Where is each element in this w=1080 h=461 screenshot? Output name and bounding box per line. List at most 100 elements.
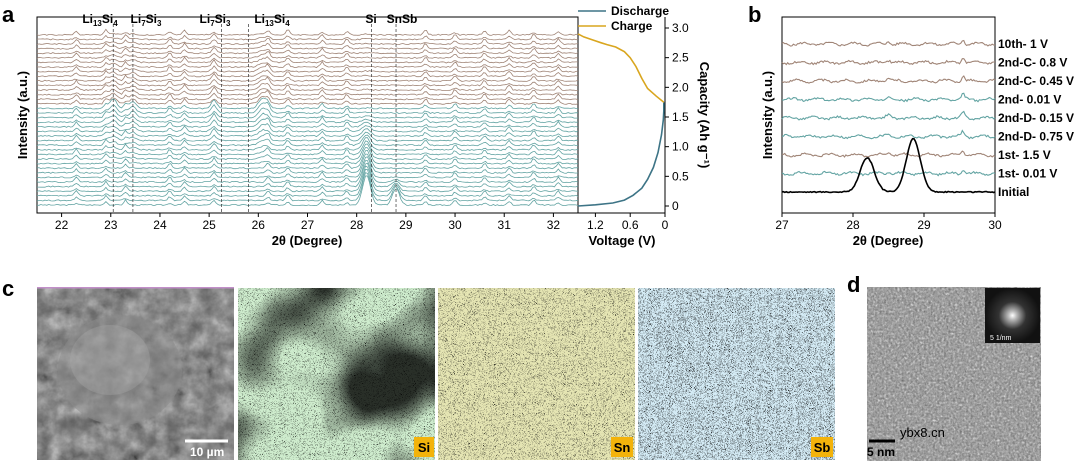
exsitu-curve [781, 170, 996, 177]
xrd-curve [36, 72, 579, 82]
phase-label: Li13Si4 [82, 12, 118, 28]
si-tag-bg [414, 437, 434, 457]
panel-label-c: c [2, 276, 14, 301]
xrd-y-axis-label: Intensity (a.u.) [15, 71, 30, 159]
phase-label: SnSb [387, 12, 418, 26]
exsitu-tick-label: 30 [988, 218, 1002, 232]
voltage-x-tick-label: 0 [662, 218, 669, 232]
xrd-curve [36, 101, 579, 115]
voltage-profile-chart: 1.2 0.6 00 0.5 1.0 1.5 2.0 2.5 3.0 Voltage (V) C… [577, 4, 712, 248]
exsitu-series-label: 2nd-D- 0.75 V [998, 130, 1074, 144]
xrd-curve [36, 147, 579, 165]
xrd-curve [37, 107, 579, 119]
eds-map-sn: Sn [438, 288, 635, 460]
xrd-curve [36, 51, 579, 59]
xrd-curve [36, 172, 579, 202]
xrd-curve [36, 37, 579, 46]
exsitu-x-axis-label: 2θ (Degree) [853, 233, 924, 248]
xrd-tick-label: 27 [301, 218, 315, 232]
exsitu-series-label: 10th- 1 V [998, 37, 1048, 51]
exsitu-tick-label: 27 [775, 218, 789, 232]
panel-label-a: a [2, 2, 15, 27]
exsitu-curves [781, 39, 996, 194]
xrd-curve [36, 127, 579, 138]
phase-label: Li13Si4 [254, 12, 290, 28]
xrd-curve [36, 86, 579, 96]
exsitu-curve [781, 39, 995, 47]
xrd-curve [36, 165, 579, 193]
watermark: ybx8.cn [900, 425, 945, 440]
phase-label: Li7Si3 [131, 12, 162, 28]
voltage-y-tick-label: 3.0 [672, 21, 689, 35]
exsitu-curve [781, 150, 996, 158]
xrd-curve [36, 134, 579, 147]
sb-tag-bg [811, 437, 833, 457]
xrd-curve [36, 59, 579, 69]
exsitu-series-label: 2nd- 0.01 V [998, 93, 1061, 107]
voltage-legend: Discharge Charge [578, 4, 669, 33]
xrd-curve [36, 97, 579, 110]
xrd-tick-label: 23 [104, 218, 118, 232]
xrd-tick-label: 26 [252, 218, 266, 232]
fft-inset [985, 288, 1040, 343]
xrd-curve [36, 82, 578, 92]
xrd-curve [36, 153, 579, 174]
xrd-tick-label: 25 [202, 218, 216, 232]
exsitu-series-label: 2nd-C- 0.45 V [998, 74, 1074, 88]
exsitu-series-label: 1st- 1.5 V [998, 148, 1051, 162]
xrd-tick-label: 28 [350, 218, 364, 232]
xrd-x-ticks: 22 23 24 25 26 27 28 29 30 31 32 [55, 213, 560, 232]
legend-discharge-label: Discharge [611, 4, 669, 18]
xrd-curve [36, 143, 579, 161]
xrd-curve [36, 149, 579, 170]
xrd-tick-label: 22 [55, 218, 69, 232]
exsitu-plot-frame [781, 16, 996, 214]
xrd-tick-label: 32 [547, 218, 561, 232]
xrd-curve [36, 156, 579, 179]
voltage-curves [577, 33, 665, 207]
xrd-curve [36, 63, 579, 73]
exsitu-curve [781, 110, 996, 121]
tem-scale-label: 5 nm [867, 445, 895, 459]
xrd-curve [36, 160, 579, 184]
voltage-x-tick-label: 0.6 [622, 218, 639, 232]
discharge-curve [577, 102, 665, 207]
xrd-stack-chart: Li13Si4 Li7Si3 Li7Si3 Li13Si4 Si SnSb 22 23 24 2… [15, 12, 579, 248]
sn-tag-label: Sn [614, 440, 631, 455]
exsitu-series-labels: 10th- 1 V 2nd-C- 0.8 V 2nd-C- 0.45 V 2nd- 0… [998, 37, 1074, 199]
sem-image: 10 µm [37, 287, 234, 460]
xrd-curve [36, 69, 579, 78]
xrd-curve [36, 140, 579, 156]
exsitu-curve [781, 75, 996, 84]
eds-map-sb: Sb [638, 288, 835, 460]
panel-label-b: b [748, 2, 761, 27]
legend-charge-label: Charge [611, 19, 653, 33]
voltage-y-tick-label: 2.0 [672, 80, 689, 94]
voltage-x-axis-label: Voltage (V) [589, 233, 656, 248]
xrd-curve [36, 89, 579, 101]
sn-tag-bg [611, 437, 633, 457]
xrd-curve [36, 95, 579, 105]
exsitu-curve [781, 137, 996, 194]
xrd-curve [36, 76, 579, 87]
phase-reference-lines [112, 24, 397, 213]
xrd-curve [36, 56, 578, 64]
xrd-curve [37, 162, 579, 188]
voltage-y-tick-label: 0 [672, 199, 679, 213]
eds-map-si: Si [238, 288, 435, 460]
exsitu-y-axis-label: Intensity (a.u.) [760, 71, 775, 159]
voltage-y-axis-label: Capacity (Ah g⁻¹) [697, 62, 712, 169]
xrd-curve [37, 117, 579, 128]
fft-scale-label: 5 1/nm [990, 335, 1012, 342]
si-tag-label: Si [418, 440, 430, 455]
exsitu-series-label: 2nd-C- 0.8 V [998, 56, 1067, 70]
exsitu-curve [781, 92, 996, 103]
xrd-curve [36, 46, 579, 55]
voltage-x-tick-label: 1.2 [587, 218, 604, 232]
xrd-curve [36, 42, 579, 50]
phase-label: Si [365, 12, 376, 26]
xrd-curve [36, 28, 579, 36]
voltage-y-tick-label: 0.5 [672, 169, 689, 183]
exsitu-tick-label: 28 [846, 218, 860, 232]
tem-image: 5 1/nm 5 nm ybx8.cn [867, 287, 1041, 461]
